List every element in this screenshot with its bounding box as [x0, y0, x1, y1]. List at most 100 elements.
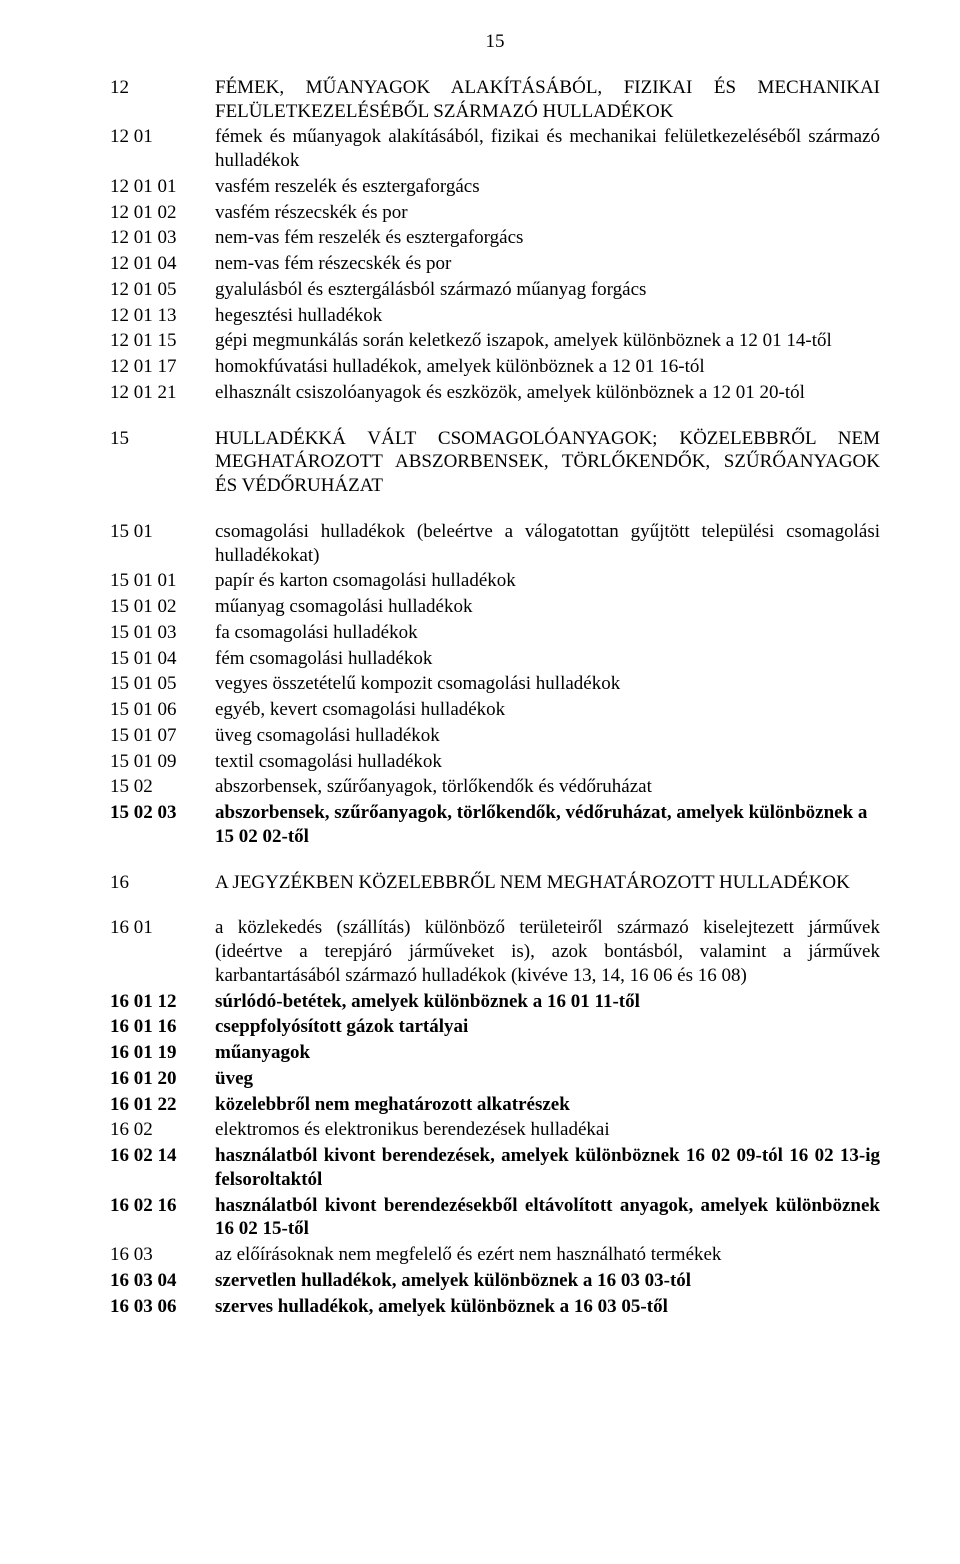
entry-text: fém csomagolási hulladékok — [215, 647, 880, 671]
entry-code: 15 01 03 — [110, 621, 215, 645]
entry-row: 16 03 04szervetlen hulladékok, amelyek k… — [110, 1269, 880, 1293]
entry-row: 15HULLADÉKKÁ VÁLT CSOMAGOLÓANYAGOK; KÖZE… — [110, 427, 880, 498]
entry-code: 16 03 — [110, 1243, 215, 1267]
entry-code: 15 02 03 — [110, 801, 215, 849]
entry-row: 12FÉMEK, MŰANYAGOK ALAKÍTÁSÁBÓL, FIZIKAI… — [110, 76, 880, 124]
entry-code: 16 01 12 — [110, 990, 215, 1014]
entry-text: A JEGYZÉKBEN KÖZELEBBRŐL NEM MEGHATÁROZO… — [215, 871, 880, 895]
entry-row: 15 01 01papír és karton csomagolási hull… — [110, 569, 880, 593]
entry-row: 16 03az előírásoknak nem megfelelő és ez… — [110, 1243, 880, 1267]
entry-code: 15 01 05 — [110, 672, 215, 696]
entry-code: 16 01 16 — [110, 1015, 215, 1039]
entry-text: az előírásoknak nem megfelelő és ezért n… — [215, 1243, 880, 1267]
entry-row: 12 01fémek és műanyagok alakításából, fi… — [110, 125, 880, 173]
entry-row: 12 01 21elhasznált csiszolóanyagok és es… — [110, 381, 880, 405]
entry-row: 12 01 04nem-vas fém részecskék és por — [110, 252, 880, 276]
entry-code: 15 01 07 — [110, 724, 215, 748]
entry-code: 12 01 02 — [110, 201, 215, 225]
entry-code: 12 — [110, 76, 215, 124]
entry-row: 16 02 14használatból kivont berendezések… — [110, 1144, 880, 1192]
entry-text: közelebbről nem meghatározott alkatrésze… — [215, 1093, 880, 1117]
entry-text: üveg csomagolási hulladékok — [215, 724, 880, 748]
entry-code: 12 01 01 — [110, 175, 215, 199]
entry-row: 15 01 06egyéb, kevert csomagolási hullad… — [110, 698, 880, 722]
entry-code: 16 01 19 — [110, 1041, 215, 1065]
entry-code: 16 01 — [110, 916, 215, 987]
entry-text: üveg — [215, 1067, 880, 1091]
entry-row: 12 01 03nem-vas fém reszelék és eszterga… — [110, 226, 880, 250]
entry-code: 16 03 04 — [110, 1269, 215, 1293]
entry-code: 12 01 — [110, 125, 215, 173]
page-number: 15 — [110, 30, 880, 54]
entry-text: abszorbensek, szűrőanyagok, törlőkendők … — [215, 775, 880, 799]
entry-row: 15 01 03fa csomagolási hulladékok — [110, 621, 880, 645]
entry-row: 15 01 07üveg csomagolási hulladékok — [110, 724, 880, 748]
entry-row: 12 01 15gépi megmunkálás során keletkező… — [110, 329, 880, 353]
entry-row: 15 02 03abszorbensek, szűrőanyagok, törl… — [110, 801, 880, 849]
entry-text: nem-vas fém reszelék és esztergaforgács — [215, 226, 880, 250]
entry-code: 12 01 04 — [110, 252, 215, 276]
entry-text: szervetlen hulladékok, amelyek különbözn… — [215, 1269, 880, 1293]
entry-text: használatból kivont berendezések, amelye… — [215, 1144, 880, 1192]
entry-text: csomagolási hulladékok (beleértve a válo… — [215, 520, 880, 568]
entry-row: 16 02elektromos és elektronikus berendez… — [110, 1118, 880, 1142]
entry-code: 16 02 — [110, 1118, 215, 1142]
entry-code: 12 01 03 — [110, 226, 215, 250]
entry-text: fémek és műanyagok alakításából, fizikai… — [215, 125, 880, 173]
entry-code: 16 01 20 — [110, 1067, 215, 1091]
entry-text: gyalulásból és esztergálásból származó m… — [215, 278, 880, 302]
entry-row: 15 01 09textil csomagolási hulladékok — [110, 750, 880, 774]
entry-text: abszorbensek, szűrőanyagok, törlőkendők,… — [215, 801, 880, 849]
entry-text: textil csomagolási hulladékok — [215, 750, 880, 774]
entry-code: 12 01 13 — [110, 304, 215, 328]
entry-code: 16 01 22 — [110, 1093, 215, 1117]
entry-text: használatból kivont berendezésekből eltá… — [215, 1194, 880, 1242]
entry-row: 16 03 06szerves hulladékok, amelyek külö… — [110, 1295, 880, 1319]
entry-text: elhasznált csiszolóanyagok és eszközök, … — [215, 381, 880, 405]
entry-row: 16 02 16használatból kivont berendezések… — [110, 1194, 880, 1242]
entry-code: 15 01 — [110, 520, 215, 568]
entries-list: 12FÉMEK, MŰANYAGOK ALAKÍTÁSÁBÓL, FIZIKAI… — [110, 76, 880, 1319]
entry-text: FÉMEK, MŰANYAGOK ALAKÍTÁSÁBÓL, FIZIKAI É… — [215, 76, 880, 124]
entry-code: 15 — [110, 427, 215, 498]
entry-code: 16 02 16 — [110, 1194, 215, 1242]
entry-code: 12 01 15 — [110, 329, 215, 353]
entry-text: nem-vas fém részecskék és por — [215, 252, 880, 276]
entry-text: egyéb, kevert csomagolási hulladékok — [215, 698, 880, 722]
entry-code: 15 02 — [110, 775, 215, 799]
entry-row: 12 01 17homokfúvatási hulladékok, amelye… — [110, 355, 880, 379]
entry-row: 15 01 02műanyag csomagolási hulladékok — [110, 595, 880, 619]
entry-row: 12 01 05gyalulásból és esztergálásból sz… — [110, 278, 880, 302]
entry-text: hegesztési hulladékok — [215, 304, 880, 328]
entry-row: 16 01 22közelebbről nem meghatározott al… — [110, 1093, 880, 1117]
entry-row: 12 01 01vasfém reszelék és esztergaforgá… — [110, 175, 880, 199]
entry-code: 15 01 04 — [110, 647, 215, 671]
entry-code: 12 01 21 — [110, 381, 215, 405]
entry-row: 15 01csomagolási hulladékok (beleértve a… — [110, 520, 880, 568]
entry-code: 12 01 05 — [110, 278, 215, 302]
entry-text: HULLADÉKKÁ VÁLT CSOMAGOLÓANYAGOK; KÖZELE… — [215, 427, 880, 498]
entry-row: 16 01 19műanyagok — [110, 1041, 880, 1065]
entry-row: 15 02abszorbensek, szűrőanyagok, törlőke… — [110, 775, 880, 799]
entry-text: műanyag csomagolási hulladékok — [215, 595, 880, 619]
entry-row: 16 01a közlekedés (szállítás) különböző … — [110, 916, 880, 987]
entry-text: súrlódó-betétek, amelyek különböznek a 1… — [215, 990, 880, 1014]
entry-text: a közlekedés (szállítás) különböző terül… — [215, 916, 880, 987]
entry-text: szerves hulladékok, amelyek különböznek … — [215, 1295, 880, 1319]
entry-row: 16 01 20üveg — [110, 1067, 880, 1091]
entry-code: 12 01 17 — [110, 355, 215, 379]
entry-code: 15 01 02 — [110, 595, 215, 619]
entry-row: 12 01 02vasfém részecskék és por — [110, 201, 880, 225]
entry-code: 16 — [110, 871, 215, 895]
entry-code: 16 02 14 — [110, 1144, 215, 1192]
entry-text: vasfém reszelék és esztergaforgács — [215, 175, 880, 199]
entry-text: vegyes összetételű kompozit csomagolási … — [215, 672, 880, 696]
entry-row: 16 01 12súrlódó-betétek, amelyek különbö… — [110, 990, 880, 1014]
entry-text: vasfém részecskék és por — [215, 201, 880, 225]
entry-text: cseppfolyósított gázok tartályai — [215, 1015, 880, 1039]
entry-text: fa csomagolási hulladékok — [215, 621, 880, 645]
entry-text: gépi megmunkálás során keletkező iszapok… — [215, 329, 880, 353]
entry-row: 15 01 04fém csomagolási hulladékok — [110, 647, 880, 671]
entry-code: 15 01 06 — [110, 698, 215, 722]
entry-text: elektromos és elektronikus berendezések … — [215, 1118, 880, 1142]
